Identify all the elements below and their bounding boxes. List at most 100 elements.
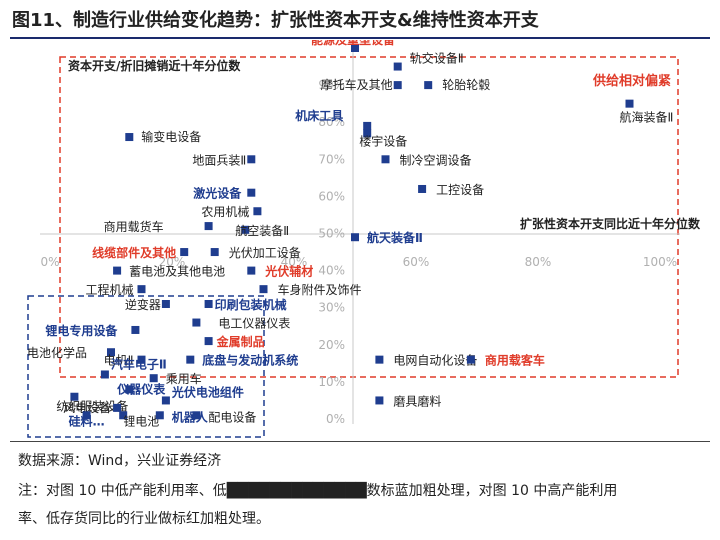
point-label: 线缆部件及其他: [92, 245, 176, 260]
data-point: [247, 266, 256, 275]
point-label: 仪器仪表: [116, 381, 166, 396]
data-point: [247, 188, 256, 197]
data-point: [375, 396, 384, 405]
data-point: [192, 411, 201, 420]
data-point: [82, 411, 91, 420]
point-label: 机床工具: [295, 108, 343, 123]
point-label: 摩托车及其他: [321, 77, 393, 92]
point-label: 电网自动化设备: [393, 354, 477, 368]
y-axis-title: 资本开支/折旧摊销近十年分位数: [68, 58, 241, 73]
point-label: 锂电专用设备: [45, 323, 118, 338]
x-tick-label: 100%: [643, 255, 677, 269]
point-label: 底盘与发动机系统: [202, 353, 298, 368]
axes-layer: 0% 20% 40% 60% 80% 100% 0% 10% 20% 30% 40% 50% 60% 70…: [40, 44, 701, 426]
x-tick-label: 40%: [281, 255, 308, 269]
data-point: [351, 233, 359, 242]
data-point: [375, 355, 384, 364]
point-label: 地面兵装Ⅱ: [192, 153, 246, 167]
point-label: 锂电池: [123, 413, 159, 428]
point-label: 磨具磨料: [393, 394, 441, 408]
data-point: [113, 403, 122, 412]
point-label: 金属制品: [216, 334, 265, 349]
data-point: [424, 81, 433, 90]
data-point: [192, 318, 201, 327]
data-point: [247, 155, 256, 164]
point-label: 工控设备: [436, 183, 484, 197]
data-point: [107, 348, 115, 357]
y-tick-label: 20%: [318, 338, 345, 352]
region-layer: 供给相对偏紧: [27, 56, 679, 438]
data-point: [466, 355, 475, 364]
point-label: 轨交设备Ⅱ: [410, 51, 464, 66]
y-tick-label: 40%: [318, 264, 345, 278]
point-label: 光伏辅材: [264, 264, 313, 279]
note-line-1: 注：对图 10 中低产能利用率、低█████████████数标蓝加粗处理，对图…: [18, 483, 618, 499]
point-label: 轮胎轮毂: [442, 78, 490, 92]
point-label: 航天装备Ⅱ: [367, 230, 423, 245]
data-point: [125, 385, 134, 394]
data-point: [70, 392, 79, 401]
x-tick-label: 60%: [403, 255, 430, 269]
data-point: [393, 81, 402, 90]
y-tick-label: 90%: [318, 78, 345, 92]
point-label: 印刷包装机械: [215, 297, 287, 312]
data-point: [149, 374, 158, 383]
point-label: 农用机械: [201, 204, 249, 219]
point-label: 汽车电子Ⅱ: [111, 356, 167, 371]
point-label: 纺织服装设备: [56, 400, 128, 414]
x-tick-label: 0%: [40, 255, 59, 269]
point-label: 能源及重型设备: [311, 40, 396, 47]
point-label: 楼宇设备: [359, 133, 407, 148]
data-point: [210, 248, 219, 257]
data-point: [137, 285, 146, 294]
point-label: 工程机械: [85, 282, 133, 297]
point-label: 电机Ⅱ: [104, 354, 134, 368]
scatter-chart: 供给相对偏紧 0% 20% 40% 60% 80% 100% 0% 10% 20% 30% 40% 5…: [27, 40, 701, 438]
data-point: [137, 355, 146, 364]
data-point: [625, 99, 634, 108]
supply-tight-label: 供给相对偏紧: [592, 73, 671, 89]
data-point: [393, 62, 402, 71]
point-label: 航空装备Ⅱ: [235, 223, 289, 238]
data-point: [186, 355, 195, 364]
x-axis-title: 扩张性资本开支同比近十年分位数: [520, 216, 701, 231]
y-tick-label: 30%: [318, 301, 345, 315]
data-point: [113, 266, 122, 275]
data-point: [119, 411, 128, 420]
y-tick-label: 10%: [318, 375, 345, 389]
data-point: [161, 396, 170, 405]
data-point: [161, 299, 170, 308]
point-label: 光伏加工设备: [229, 246, 301, 260]
point-label: 蓄电池及其他电池: [129, 265, 225, 279]
oversupply-region: [27, 295, 265, 438]
source-note: 数据来源：Wind，兴业证券经济: [18, 453, 222, 469]
point-label: 激光设备: [193, 186, 242, 201]
data-point: [180, 248, 189, 257]
point-label: 逆变器: [125, 297, 161, 312]
point-label: 商用载货车: [104, 219, 164, 234]
data-point: [253, 207, 262, 216]
data-point: [381, 155, 390, 164]
data-point: [100, 370, 109, 379]
point-label: 商用载客车: [485, 353, 545, 368]
point-label: 输变电设备: [141, 129, 201, 144]
point-label: 电池化学品: [27, 345, 87, 360]
title-underline: [10, 37, 710, 39]
note-line-2: 率、低存货同比的行业做标红加粗处理。: [18, 511, 270, 527]
data-point: [363, 121, 372, 130]
y-tick-label: 60%: [318, 189, 345, 203]
data-point: [351, 44, 359, 52]
data-point: [363, 129, 372, 138]
chart-title: 图11、制造行业供给变化趋势：扩张性资本开支&维持性资本开支: [12, 10, 539, 31]
data-point: [204, 299, 213, 308]
y-tick-label: 80%: [318, 115, 345, 129]
data-point: [259, 285, 268, 294]
data-point: [241, 225, 250, 234]
point-label: 电工仪器仪表: [218, 317, 290, 331]
point-label: 乘用车: [166, 371, 202, 386]
point-label: 光伏电池组件: [171, 384, 244, 399]
footer-rule: [10, 441, 710, 442]
y-tick-label: 0%: [326, 412, 345, 426]
point-label: 机器人: [172, 409, 209, 424]
